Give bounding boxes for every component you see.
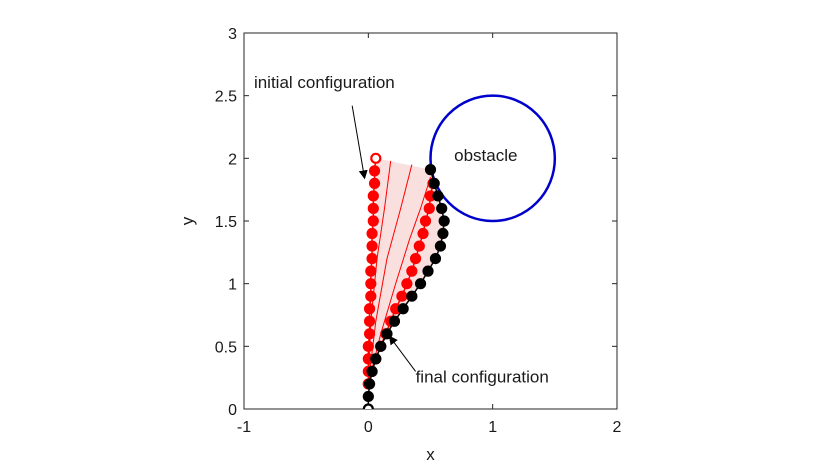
x-tick-label: 1 (488, 419, 497, 436)
intermediate-configuration-point (401, 278, 413, 290)
initial-configuration-point (370, 152, 382, 164)
initial-configuration-point (368, 177, 381, 189)
y-tick-label: 0.5 (215, 339, 237, 356)
final-configuration-point (437, 227, 449, 240)
initial-configuration-point (367, 190, 379, 202)
intermediate-configuration-point (406, 265, 418, 277)
y-tick-label: 3 (228, 26, 237, 43)
y-tick-label: 2 (228, 151, 237, 168)
x-axis-label: x (426, 445, 435, 464)
final-annotation: final configuration (416, 368, 549, 387)
x-tick-label: -1 (237, 419, 251, 436)
initial-configuration-point (365, 290, 377, 302)
intermediate-curve (367, 164, 413, 384)
final-configuration-point (375, 340, 387, 352)
initial-configuration-point (367, 202, 379, 215)
intermediate-configuration-point (423, 202, 435, 215)
final-configuration-point (362, 390, 374, 403)
final-configuration-point (388, 315, 401, 327)
final-configuration-point (424, 164, 437, 176)
initial-configuration-point (368, 165, 381, 177)
initial-configuration-point (365, 265, 377, 277)
final-configuration-point (422, 265, 434, 277)
initial-configuration-point (362, 340, 374, 352)
final-configuration-point (436, 202, 448, 215)
final-configuration-point (432, 190, 444, 202)
initial-configuration-point (365, 278, 377, 290)
initial-configuration-point (367, 215, 379, 227)
intermediate-configuration-point (396, 290, 408, 302)
final-configuration-point (363, 378, 376, 390)
obstacle-circle (429, 94, 557, 223)
intermediate-configuration-point (417, 227, 429, 240)
initial-configuration-point (363, 328, 376, 340)
intermediate-configuration-point (419, 215, 432, 227)
initial-arrow (351, 105, 368, 180)
intermediate-configuration-point (409, 253, 422, 265)
x-tick-label: 0 (364, 419, 373, 436)
initial-annotation: initial configuration (254, 73, 395, 92)
final-configuration-point (429, 253, 442, 265)
intermediate-configuration-point (413, 240, 425, 252)
final-configuration-point (406, 290, 418, 302)
final-configuration-point (428, 177, 440, 189)
obstacle-annotation: obstacle (454, 146, 517, 165)
y-tick-label: 0 (228, 402, 237, 419)
y-axis-label: y (178, 216, 197, 225)
x-tick-label: 2 (613, 419, 622, 436)
initial-configuration-point (366, 240, 378, 252)
y-tick-label: 2.5 (215, 89, 237, 106)
final-configuration-point (366, 365, 378, 377)
final-configuration-point (414, 278, 427, 290)
final-arrow (388, 335, 416, 372)
y-tick-label: 1.5 (215, 214, 237, 231)
initial-configuration-point (366, 227, 378, 240)
initial-configuration-point (366, 253, 378, 265)
final-configuration-point (438, 215, 450, 227)
final-configuration-point (370, 353, 382, 365)
final-configuration-point (397, 303, 409, 315)
initial-configuration-point (363, 303, 376, 315)
y-tick-label: 1 (228, 277, 237, 294)
final-configuration-point (434, 240, 447, 252)
initial-configuration-point (363, 315, 376, 327)
final-configuration-point (362, 403, 374, 409)
